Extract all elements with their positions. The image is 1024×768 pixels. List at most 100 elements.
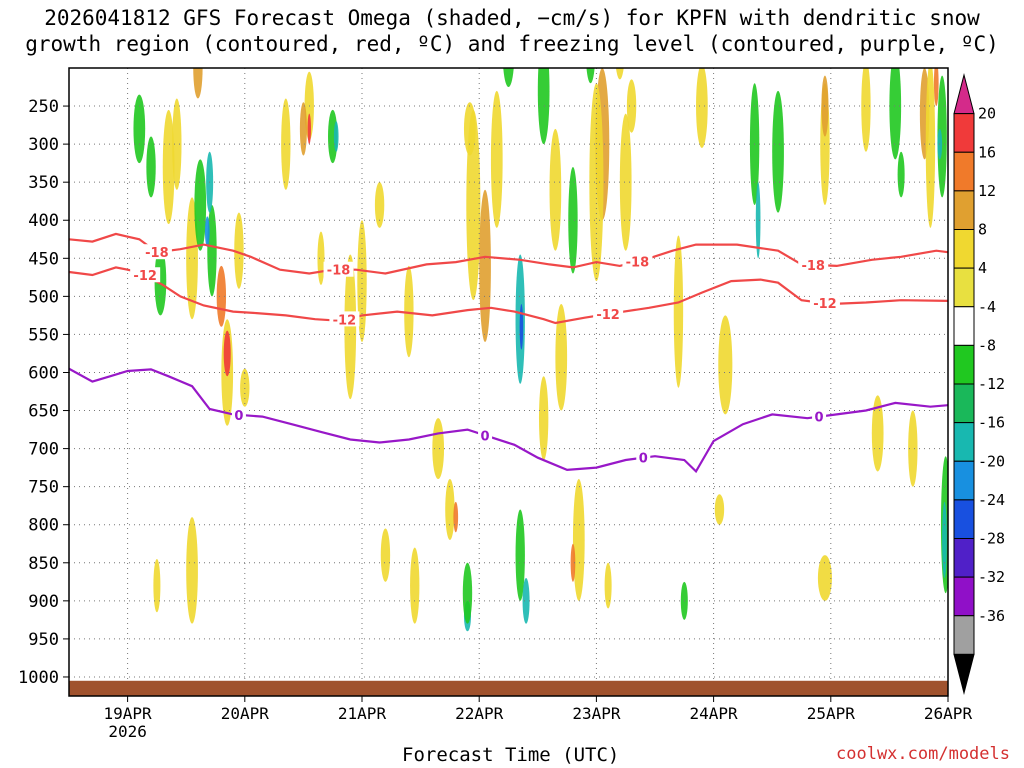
contour-label-bg <box>231 406 246 422</box>
omega-shade <box>933 68 939 107</box>
surface-terrain <box>69 680 948 696</box>
omega-shade <box>897 151 905 198</box>
y-tick-label: 250 <box>28 97 59 117</box>
contour-label-bg <box>323 261 354 277</box>
colorbar-swatch <box>953 229 975 269</box>
colorbar-swatch <box>953 460 975 501</box>
omega-shade <box>216 265 227 327</box>
omega-shade <box>299 102 307 156</box>
contour-label: 0 <box>639 452 648 467</box>
omega-shade <box>889 68 902 160</box>
omega-shade <box>589 83 604 282</box>
colorbar-swatch <box>953 151 975 192</box>
colorbar-label: -36 <box>978 607 1005 625</box>
omega-shade <box>479 189 491 343</box>
omega-shade <box>519 303 524 350</box>
y-tick-label: 300 <box>28 135 59 155</box>
x-tick-label: 20APR <box>221 704 270 723</box>
omega-shade <box>281 98 291 190</box>
omega-shade <box>568 166 578 274</box>
x-tick-label: 22APR <box>455 704 504 723</box>
y-tick-label: 600 <box>28 363 59 383</box>
omega-shade <box>696 68 708 148</box>
omega-shade <box>344 254 357 400</box>
omega-shade <box>772 90 784 213</box>
x-tick-label: 26APR <box>924 704 973 723</box>
omega-shade <box>570 543 576 582</box>
omega-shade <box>204 216 210 247</box>
omega-shade <box>404 265 414 358</box>
colorbar-swatch <box>953 190 975 230</box>
omega-shade <box>755 182 761 259</box>
contour-label: 0 <box>481 429 490 444</box>
y-tick-label: 850 <box>28 554 59 574</box>
omega-shade <box>380 528 391 582</box>
colorbar-arrow-bottom <box>953 653 975 695</box>
colorbar-label: -32 <box>978 568 1005 586</box>
omega-shade <box>673 235 684 388</box>
contour-label-bg <box>798 256 829 272</box>
colorbar-swatch <box>953 576 975 617</box>
omega-shade <box>861 68 871 152</box>
omega-shade <box>718 315 733 415</box>
omega-shade <box>503 68 514 88</box>
contour-label-bg <box>130 267 161 283</box>
omega-shade <box>626 79 637 133</box>
omega-shade <box>240 368 250 407</box>
contour-label: -12 <box>133 269 157 284</box>
colorbar-swatch <box>953 344 975 385</box>
omega-shade <box>172 98 182 190</box>
contour-label-bg <box>809 295 840 311</box>
colorbar-label: 20 <box>978 105 996 123</box>
omega-shade <box>871 395 884 472</box>
omega-shade <box>522 578 530 624</box>
contour-dgz_upper <box>69 232 948 275</box>
contour-label: 0 <box>234 409 243 424</box>
colorbar-label: 12 <box>978 182 996 200</box>
omega-shade <box>572 479 585 601</box>
contour-dgz_lower <box>69 266 948 325</box>
omega-shade <box>466 109 481 301</box>
contour-label-bg <box>636 449 651 465</box>
colorbar-swatch <box>953 499 975 539</box>
y-tick-label: 950 <box>28 630 59 650</box>
y-tick-label: 400 <box>28 211 59 231</box>
contour-label-bg <box>593 306 624 322</box>
colorbar-arrow-top <box>953 73 975 115</box>
colorbar-swatch <box>953 422 975 462</box>
omega-shade <box>462 562 473 624</box>
contour-label-bg <box>812 408 827 424</box>
omega-shade <box>333 121 339 152</box>
colorbar-swatch <box>953 113 975 153</box>
omega-shade <box>317 231 325 285</box>
omega-shade <box>186 517 198 624</box>
omega-shade <box>186 197 198 320</box>
x-tick-label: 25APR <box>807 704 856 723</box>
omega-shade <box>162 109 175 225</box>
colorbar-label: -28 <box>978 530 1005 548</box>
y-tick-label: 1000 <box>18 668 59 688</box>
omega-shade <box>445 479 455 540</box>
omega-shade <box>538 376 549 461</box>
plot-area: -18 -18 -18 -18 -12 -12 -12 -12 0 0 0 0 <box>69 11 948 696</box>
omega-shade <box>153 558 161 613</box>
omega-shade <box>908 410 918 487</box>
omega-shade <box>193 68 203 99</box>
x-tick-label: 23APR <box>572 704 621 723</box>
omega-shade <box>549 128 562 251</box>
credit-text[interactable]: coolwx.com/models <box>836 744 1010 764</box>
omega-shade <box>154 246 167 316</box>
colorbar-label: -16 <box>978 414 1005 432</box>
y-tick-label: 650 <box>28 402 59 422</box>
y-tick-label: 550 <box>28 325 59 345</box>
omega-shade <box>453 501 459 533</box>
x-tick-label: 21APR <box>338 704 387 723</box>
omega-shade <box>604 562 612 609</box>
y-tick-label: 800 <box>28 516 59 536</box>
colorbar-swatch <box>953 267 975 308</box>
omega-shade <box>193 11 198 49</box>
omega-shade <box>490 90 503 228</box>
contour-label: -18 <box>145 246 169 261</box>
colorbar-label: -20 <box>978 452 1005 470</box>
omega-shade <box>223 330 231 377</box>
